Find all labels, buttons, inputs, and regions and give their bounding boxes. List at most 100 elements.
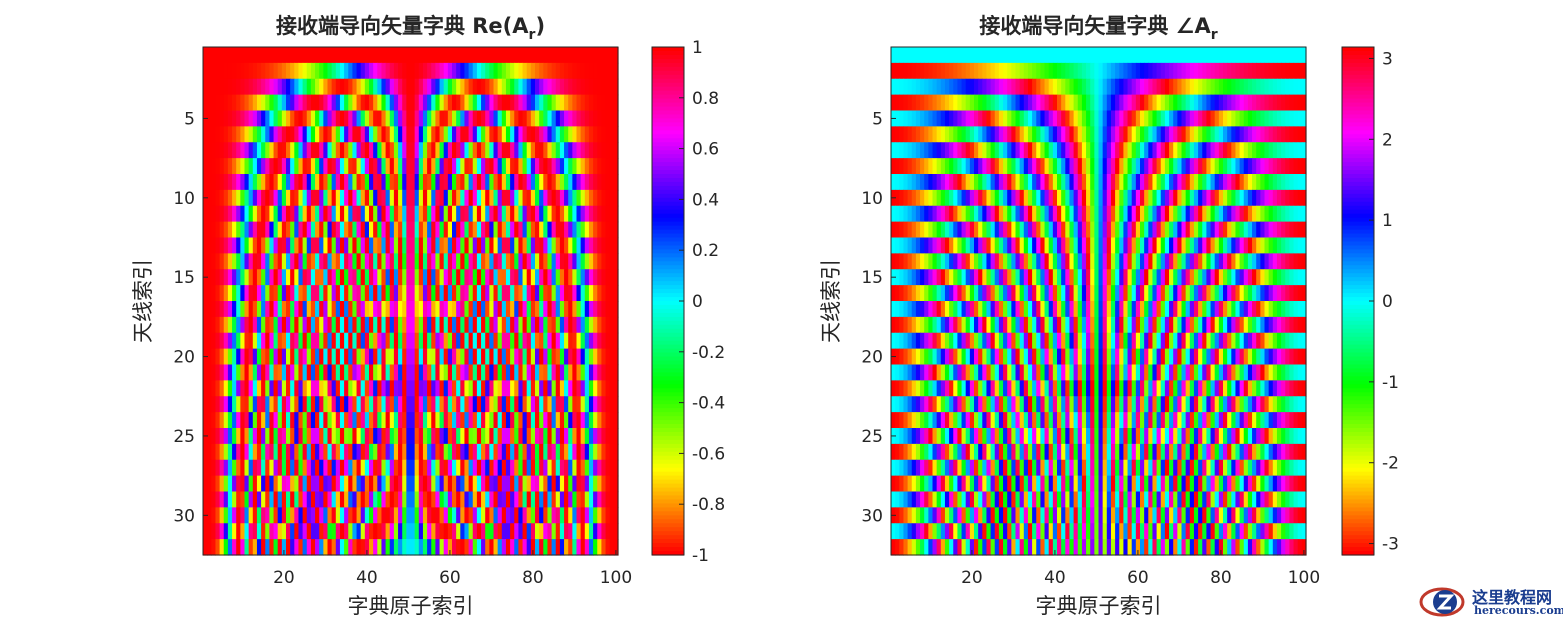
heatmap-cell xyxy=(928,237,934,254)
heatmap-cell xyxy=(1027,94,1033,112)
heatmap-cell xyxy=(1227,221,1232,239)
heatmap-cell xyxy=(1007,94,1012,112)
colorbar-segment xyxy=(652,253,684,258)
heatmap-cell xyxy=(219,507,225,524)
heatmap-cell xyxy=(290,475,295,493)
heatmap-cell xyxy=(613,205,619,223)
heatmap-cell xyxy=(493,523,499,540)
heatmap-cell xyxy=(1231,221,1237,239)
heatmap-cell xyxy=(1185,47,1191,64)
heatmap-cell xyxy=(986,94,992,112)
heatmap-cell xyxy=(385,158,391,175)
heatmap-cell xyxy=(348,285,353,302)
heatmap-cell xyxy=(414,253,420,270)
heatmap-cell xyxy=(377,221,383,239)
heatmap-cell xyxy=(1044,205,1050,223)
heatmap-cell xyxy=(982,285,988,302)
heatmap-cell xyxy=(290,364,295,381)
heatmap-cell xyxy=(1119,142,1124,159)
heatmap-cell xyxy=(497,205,503,223)
heatmap-cell xyxy=(915,94,921,112)
heatmap-cell xyxy=(1044,269,1050,286)
colorbar-segment xyxy=(652,404,684,409)
heatmap-cell xyxy=(277,396,283,413)
heatmap-cell xyxy=(609,174,615,191)
heatmap-cell xyxy=(1140,285,1145,302)
colorbar-segment xyxy=(652,535,684,540)
heatmap-cell xyxy=(489,443,495,461)
heatmap-cell xyxy=(1048,269,1054,286)
heatmap-cell xyxy=(406,301,412,318)
heatmap-cell xyxy=(232,459,237,477)
heatmap-cell xyxy=(1189,110,1195,127)
heatmap-cell xyxy=(385,332,391,350)
heatmap-cell xyxy=(1152,158,1158,175)
heatmap-cell xyxy=(348,348,353,366)
heatmap-cell xyxy=(1206,142,1212,159)
heatmap-cell xyxy=(1285,253,1290,270)
heatmap-cell xyxy=(497,507,503,524)
heatmap-cell xyxy=(1144,110,1149,127)
heatmap-cell xyxy=(597,301,602,318)
heatmap-cell xyxy=(961,189,967,207)
heatmap-cell xyxy=(998,94,1004,112)
heatmap-cell xyxy=(339,380,345,397)
heatmap-cell xyxy=(1044,62,1050,80)
heatmap-cell xyxy=(535,332,540,350)
heatmap-cell xyxy=(236,523,241,540)
heatmap-cell xyxy=(543,523,549,540)
heatmap-cell xyxy=(1281,47,1286,64)
heatmap-cell xyxy=(584,62,590,80)
heatmap-cell xyxy=(522,364,528,381)
heatmap-cell xyxy=(489,142,495,159)
heatmap-cell xyxy=(431,221,436,239)
heatmap-cell xyxy=(232,94,237,112)
heatmap-cell xyxy=(422,332,428,350)
heatmap-cell xyxy=(327,47,333,64)
heatmap-cell xyxy=(547,189,553,207)
heatmap-cell xyxy=(281,396,287,413)
heatmap-cell xyxy=(352,158,358,175)
heatmap-cell xyxy=(364,523,370,540)
heatmap-cell xyxy=(1235,189,1241,207)
heatmap-cell xyxy=(559,237,565,254)
heatmap-cell xyxy=(398,62,403,80)
heatmap-cell xyxy=(422,412,428,429)
heatmap-cell xyxy=(464,380,470,397)
heatmap-cell xyxy=(489,364,495,381)
heatmap-cell xyxy=(1181,253,1187,270)
heatmap-cell xyxy=(1032,174,1037,191)
heatmap-cell xyxy=(344,78,349,96)
heatmap-cell xyxy=(1301,285,1307,302)
heatmap-cell xyxy=(510,523,515,540)
heatmap-cell xyxy=(468,110,474,127)
heatmap-cell xyxy=(597,443,602,461)
heatmap-cell xyxy=(452,491,457,508)
heatmap-cell xyxy=(1202,158,1207,175)
heatmap-cell xyxy=(510,189,515,207)
heatmap-cell xyxy=(940,301,946,318)
heatmap-cell xyxy=(331,316,337,334)
heatmap-cell xyxy=(381,285,387,302)
heatmap-cell xyxy=(1119,189,1124,207)
heatmap-cell xyxy=(327,205,333,223)
heatmap-cell xyxy=(580,237,586,254)
heatmap-cell xyxy=(580,269,586,286)
heatmap-cell xyxy=(1189,126,1195,143)
heatmap-cell xyxy=(1281,221,1286,239)
heatmap-cell xyxy=(1173,47,1178,64)
heatmap-cell xyxy=(568,142,573,159)
heatmap-cell xyxy=(244,443,250,461)
heatmap-cell xyxy=(265,221,270,239)
heatmap-cell xyxy=(485,78,490,96)
heatmap-cell xyxy=(601,62,607,80)
heatmap-cell xyxy=(269,205,275,223)
heatmap-cell xyxy=(302,285,308,302)
heatmap-cell xyxy=(1015,269,1021,286)
heatmap-cell xyxy=(580,380,586,397)
heatmap-cell xyxy=(306,507,312,524)
heatmap-cell xyxy=(339,189,345,207)
heatmap-cell xyxy=(559,475,565,493)
heatmap-cell xyxy=(331,189,337,207)
heatmap-cell xyxy=(439,62,445,80)
